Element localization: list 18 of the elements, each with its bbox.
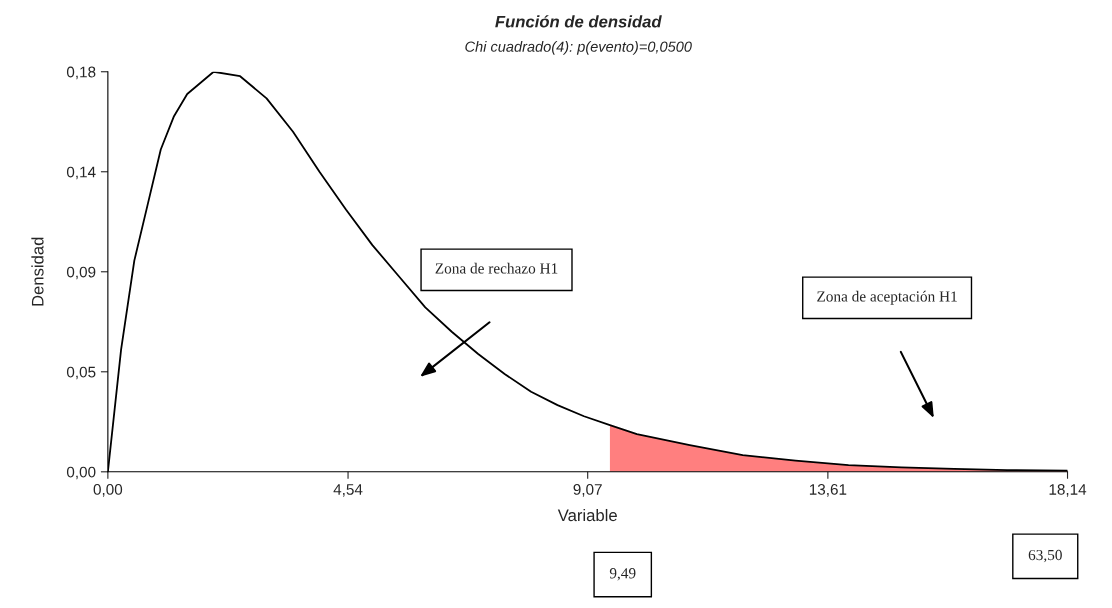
chart-title: Función de densidad bbox=[495, 15, 662, 28]
text: 9,49 bbox=[609, 568, 636, 581]
x-tick-label: 18,14 bbox=[1049, 484, 1087, 497]
x-tick-label: 0,00 bbox=[93, 484, 123, 497]
text: 63,50 bbox=[1028, 549, 1062, 563]
annotation: Zona de aceptación H1 bbox=[817, 290, 957, 305]
x-axis-title: Variable bbox=[557, 508, 617, 522]
y-axis-title: Densidad bbox=[31, 237, 44, 306]
y-tick-label: 0,09 bbox=[66, 266, 96, 280]
x-tick-label: 4,54 bbox=[333, 484, 363, 497]
chart-subtitle: Chi cuadrado(4): p(evento)=0,0500 bbox=[465, 41, 692, 55]
x-tick-label: 13,61 bbox=[809, 484, 847, 497]
x-tick-label: 9,07 bbox=[573, 484, 602, 497]
y-tick-label: 0,14 bbox=[66, 166, 96, 180]
y-tick-label: 0,05 bbox=[66, 366, 96, 380]
annotation: Zona de rechazo H1 bbox=[435, 262, 558, 274]
y-tick-label: 0,18 bbox=[66, 66, 96, 80]
y-tick-label: 0,00 bbox=[66, 466, 96, 480]
